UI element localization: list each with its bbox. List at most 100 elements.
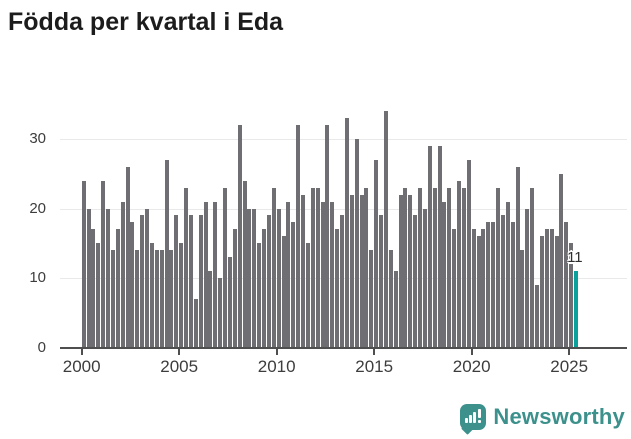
bar [369, 250, 374, 348]
bar [500, 215, 505, 348]
newsworthy-brand-text: Newsworthy [493, 404, 625, 429]
bar [418, 187, 423, 348]
bar [110, 250, 115, 348]
bar [252, 208, 257, 348]
bar [247, 208, 252, 348]
bar [496, 187, 501, 348]
bar [154, 250, 159, 348]
x-axis-line [60, 347, 627, 349]
bar [286, 201, 291, 348]
bar [237, 124, 242, 348]
newsworthy-footer: Newsworthy [460, 404, 625, 435]
bar [232, 229, 237, 348]
x-axis-label-2015: 2015 [355, 357, 394, 376]
highlighted-bar-latest-quarter [574, 271, 579, 348]
bar [330, 201, 335, 348]
y-axis-label-30: 30 [29, 129, 46, 147]
bar [198, 215, 203, 348]
chart-title: Födda per kvartal i Eda [8, 8, 284, 36]
x-axis-label-2005: 2005 [160, 357, 199, 376]
newsworthy-logo-icon [460, 404, 487, 435]
y-gridline-30 [60, 138, 627, 140]
bar [149, 243, 154, 348]
bar [539, 236, 544, 348]
bar [203, 201, 208, 348]
bar [140, 215, 145, 348]
bar [398, 194, 403, 348]
bar [544, 229, 549, 348]
bar [106, 208, 111, 348]
bar [325, 124, 330, 348]
bar [179, 243, 184, 348]
bar [457, 180, 462, 348]
bar [218, 278, 223, 348]
bar [530, 187, 535, 348]
bar [408, 194, 413, 348]
logo-mini-bar-3 [473, 412, 477, 423]
bar [159, 250, 164, 348]
bar [379, 215, 384, 348]
bar [335, 229, 340, 348]
bar [505, 201, 510, 348]
bar [125, 166, 130, 348]
bar [227, 257, 232, 348]
bar [242, 180, 247, 348]
x-axis-tick-2025 [568, 349, 571, 355]
bar [447, 187, 452, 348]
bar [486, 222, 491, 348]
bar [559, 173, 564, 348]
bar [301, 194, 306, 348]
x-axis-tick-2005 [178, 349, 181, 355]
bar [120, 201, 125, 348]
bar [276, 208, 281, 348]
bar [188, 215, 193, 348]
bar [471, 229, 476, 348]
bar [310, 187, 315, 348]
bar [86, 208, 91, 348]
bar [257, 243, 262, 348]
logo-mini-bar-2 [469, 415, 473, 423]
bar [359, 194, 364, 348]
y-axis-label-0: 0 [37, 339, 46, 356]
y-axis-label-10: 10 [29, 269, 46, 287]
logo-speech-tail [461, 422, 475, 435]
x-axis-tick-2020 [470, 349, 473, 355]
bar [193, 299, 198, 348]
bar [115, 229, 120, 348]
bar [515, 166, 520, 348]
y-axis-label-20: 20 [29, 199, 46, 217]
logo-exclamation-icon [478, 409, 482, 418]
logo-mini-bar-1 [465, 418, 469, 423]
bar [354, 138, 359, 348]
bar [184, 187, 189, 348]
x-axis-label-2010: 2010 [257, 357, 296, 376]
bar [549, 229, 554, 348]
x-axis-tick-2015 [373, 349, 376, 355]
bar [374, 159, 379, 348]
bar [452, 229, 457, 348]
bar [476, 236, 481, 348]
bar [91, 229, 96, 348]
bar [403, 187, 408, 348]
bar [96, 243, 101, 348]
bar [349, 194, 354, 348]
bar [461, 187, 466, 348]
bar [305, 243, 310, 348]
bar [262, 229, 267, 348]
bar [432, 187, 437, 348]
x-axis-label-2020: 2020 [452, 357, 491, 376]
bar [266, 215, 271, 348]
bar [340, 215, 345, 348]
bar [223, 187, 228, 348]
x-axis-label-2000: 2000 [62, 357, 101, 376]
x-axis-tick-2000 [80, 349, 83, 355]
bar [388, 250, 393, 348]
bar [525, 208, 530, 348]
bar [344, 117, 349, 348]
bar [437, 145, 442, 348]
bar [520, 250, 525, 348]
bar [466, 159, 471, 348]
bar [315, 187, 320, 348]
bar [130, 222, 135, 348]
